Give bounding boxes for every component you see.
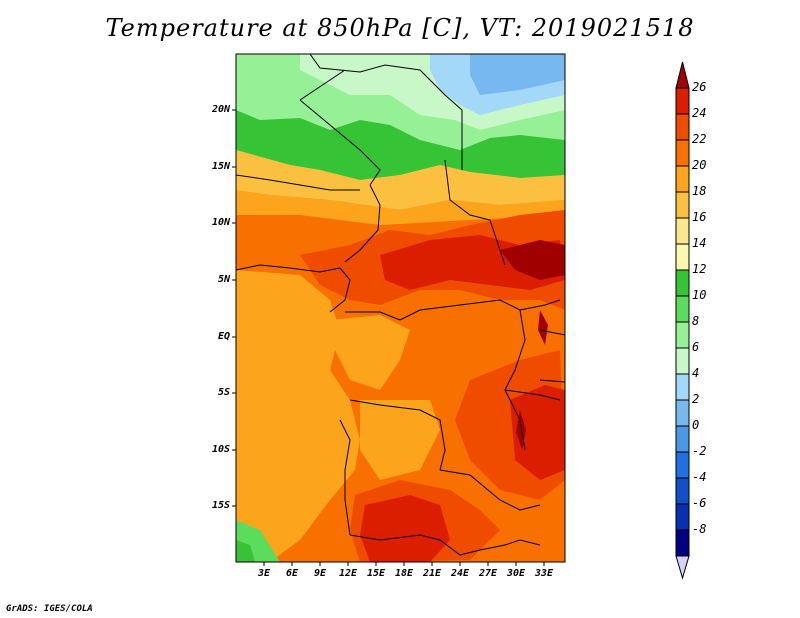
colorbar-swatch: [675, 373, 690, 401]
x-tick-label: 27E: [478, 568, 498, 579]
map-title: Temperature at 850hPa [C], VT: 201902151…: [105, 14, 695, 42]
x-tick-label: 9E: [313, 568, 327, 579]
colorbar-swatch: [675, 269, 690, 297]
colorbar-label: 20: [692, 158, 707, 172]
colorbar-label: 8: [692, 314, 700, 328]
colorbar-label: 18: [692, 184, 707, 198]
colorbar-swatch: [675, 295, 690, 323]
colorbar-label: 0: [692, 418, 700, 432]
x-tick-label: 30E: [506, 568, 526, 579]
colorbar-label: -6: [692, 496, 707, 510]
x-tick-label: 12E: [338, 568, 358, 579]
colorbar-label: 2: [692, 392, 700, 406]
x-tick-label: 3E: [257, 568, 271, 579]
colorbar-swatch: [675, 503, 690, 531]
credit-text: GrADS: IGES/COLA: [6, 604, 93, 614]
colorbar-label: -2: [692, 444, 707, 458]
colorbar-label: -8: [692, 522, 707, 536]
colorbar-label: 6: [692, 340, 700, 354]
colorbar-swatch: [675, 191, 690, 219]
y-tick-label: 20N: [211, 104, 230, 115]
colorbar-label: 10: [692, 288, 707, 302]
colorbar-swatch: [675, 243, 690, 271]
colorbar-swatch: [675, 165, 690, 193]
x-tick-label: 6E: [285, 568, 299, 579]
colorbar-label: -4: [692, 470, 707, 484]
temperature-field: [236, 54, 565, 562]
colorbar-label: 4: [692, 366, 700, 380]
y-tick-label: 15N: [211, 161, 230, 172]
x-tick-label: 33E: [534, 568, 554, 579]
colorbar-label: 22: [692, 132, 707, 146]
x-ticks: [263, 562, 545, 566]
colorbar-swatch: [675, 87, 690, 115]
x-tick-label: 21E: [422, 568, 442, 579]
colorbar-swatch: [675, 425, 690, 453]
y-tick-label: EQ: [217, 331, 230, 342]
colorbar-swatch: [675, 529, 690, 557]
y-tick-label: 15S: [211, 500, 230, 511]
x-tick-label: 18E: [394, 568, 414, 579]
colorbar: [675, 61, 690, 580]
colorbar-label: 24: [692, 106, 707, 120]
x-tick-label: 24E: [450, 568, 470, 579]
colorbar-swatch: [675, 399, 690, 427]
country-borders: [236, 54, 565, 556]
y-tick-label: 5N: [217, 274, 230, 285]
colorbar-label: 26: [692, 80, 707, 94]
y-ticks: [232, 109, 236, 507]
colorbar-swatch: [675, 477, 690, 505]
colorbar-label: 12: [692, 262, 707, 276]
y-tick-label: 10S: [211, 444, 230, 455]
colorbar-swatch: [675, 347, 690, 375]
colorbar-top-arrow: [675, 61, 690, 89]
y-tick-label: 5S: [217, 387, 230, 398]
colorbar-swatch: [675, 451, 690, 479]
colorbar-swatch: [675, 217, 690, 245]
colorbar-bottom-arrow: [675, 555, 690, 580]
colorbar-swatch: [675, 113, 690, 141]
y-tick-label: 10N: [211, 217, 230, 228]
colorbar-swatch: [675, 139, 690, 167]
colorbar-label: 16: [692, 210, 707, 224]
colorbar-swatch: [675, 321, 690, 349]
colorbar-label: 14: [692, 236, 707, 250]
x-tick-label: 15E: [366, 568, 386, 579]
map-frame: [235, 53, 566, 563]
